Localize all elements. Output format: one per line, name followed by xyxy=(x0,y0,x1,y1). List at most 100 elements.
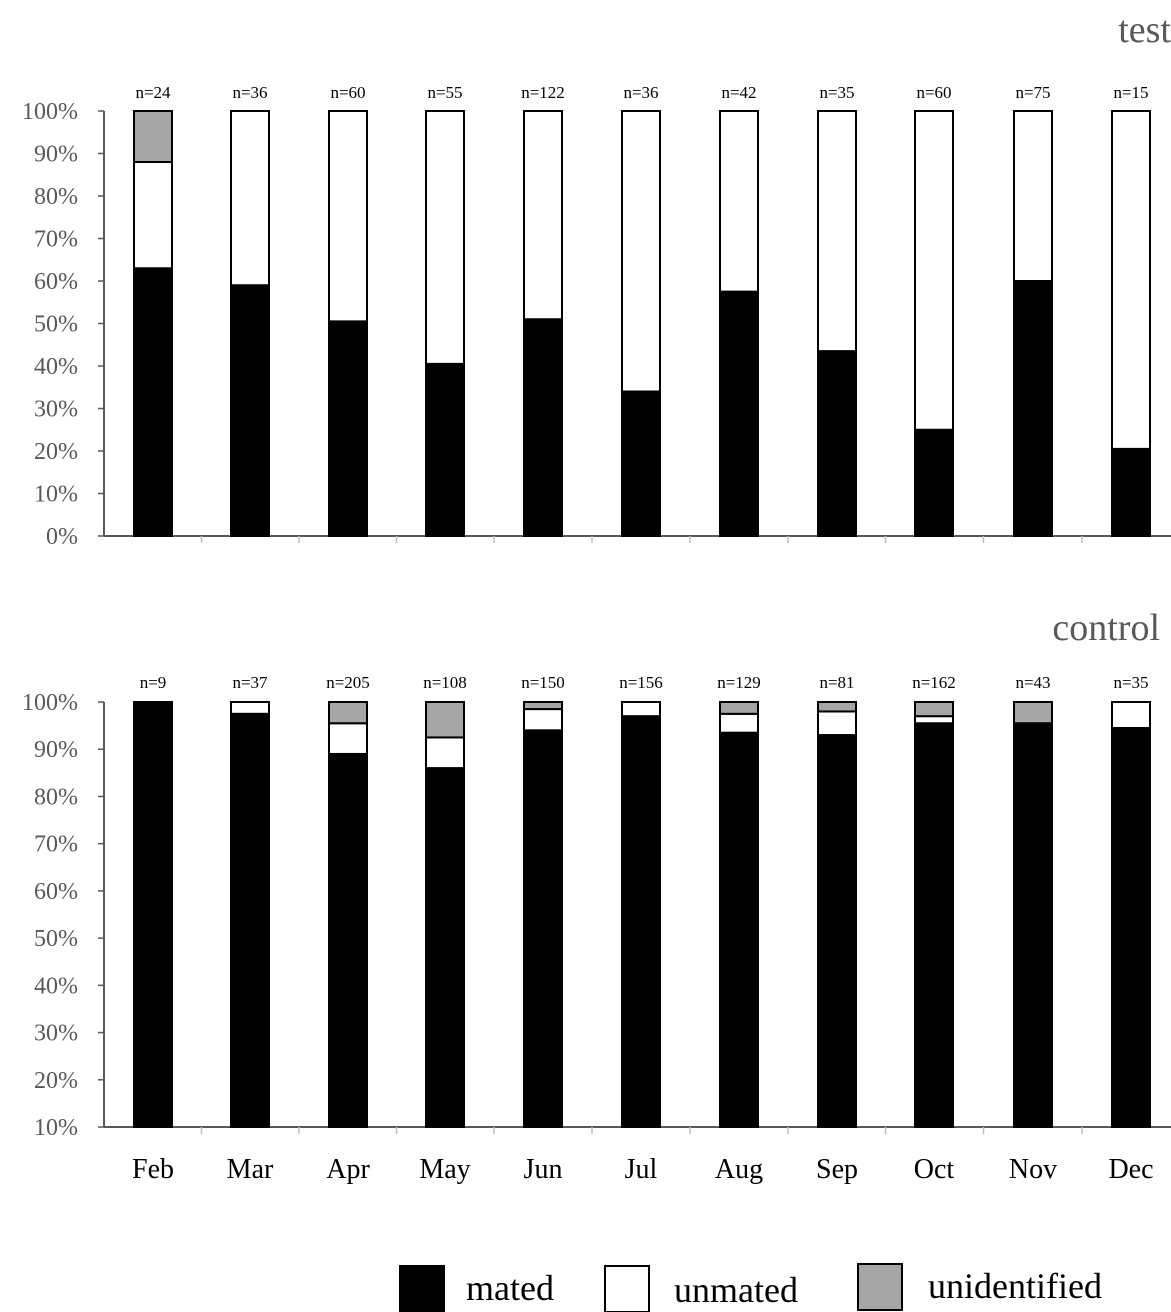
control-y-tick-label: 10% xyxy=(34,1115,78,1141)
test-y-tick-label: 70% xyxy=(34,227,78,253)
month-axis-labels: Feb Mar Apr May Jun Jul Aug Sep Oct Nov Dec xyxy=(132,1154,1154,1185)
control-count-label: n=129 xyxy=(717,673,761,692)
control-count-label: n=35 xyxy=(1113,673,1148,692)
month-label: Mar xyxy=(227,1154,274,1185)
control-count-label: n=108 xyxy=(423,673,467,692)
control-bar-unidentified xyxy=(914,701,954,718)
test-panel: 0% 10% 20% 30% 40% 50% 60% 70% 80% 90% 100% n=24 n=3… xyxy=(22,83,1171,550)
test-y-tick-label: 20% xyxy=(34,439,78,465)
control-bar-mated xyxy=(328,752,368,1128)
control-y-tick-label: 60% xyxy=(34,879,78,905)
control-bar-unidentified xyxy=(817,701,857,713)
control-count-label: n=43 xyxy=(1015,673,1050,692)
control-y-tick-label: 90% xyxy=(34,737,78,763)
control-bar-mated xyxy=(914,722,954,1128)
month-label: Aug xyxy=(715,1154,763,1185)
test-bar-unmated xyxy=(817,110,857,353)
control-bar-unmated xyxy=(523,708,563,732)
test-bar-mated xyxy=(230,284,270,537)
test-y-tick-label: 50% xyxy=(34,312,78,338)
control-bar-unmated xyxy=(817,710,857,737)
test-bar-unidentified xyxy=(133,110,173,163)
test-y-tick-label: 40% xyxy=(34,354,78,380)
control-bar-mated xyxy=(1111,726,1151,1128)
test-y-tick-label: 90% xyxy=(34,142,78,168)
test-bar-unmated xyxy=(719,110,759,293)
month-label: Jun xyxy=(524,1154,563,1185)
control-y-tick-label: 30% xyxy=(34,1021,78,1047)
test-count-label: n=75 xyxy=(1015,83,1050,102)
control-count-label: n=150 xyxy=(521,673,565,692)
test-bar-unmated xyxy=(230,110,270,287)
test-bar-mated xyxy=(621,390,661,537)
test-count-label: n=36 xyxy=(232,83,267,102)
test-bar-unmated xyxy=(1111,110,1151,450)
control-bar-unmated xyxy=(230,701,270,715)
test-count-label: n=15 xyxy=(1113,83,1148,102)
control-bar-mated xyxy=(1013,722,1053,1128)
control-panel-title: control xyxy=(1052,607,1160,649)
test-bar-mated xyxy=(719,290,759,537)
test-count-label: n=55 xyxy=(427,83,462,102)
test-count-label: n=122 xyxy=(521,83,565,102)
test-bar-mated xyxy=(425,362,465,537)
test-count-label: n=42 xyxy=(721,83,756,102)
month-label: Apr xyxy=(326,1154,370,1185)
test-y-tick-label: 80% xyxy=(34,184,78,210)
control-count-label: n=205 xyxy=(326,673,370,692)
control-bar-unmated xyxy=(1111,701,1151,729)
control-count-label: n=9 xyxy=(140,673,167,692)
legend-label-mated: mated xyxy=(466,1268,554,1308)
control-bar-unidentified xyxy=(1013,701,1053,725)
control-bar-mated xyxy=(133,701,173,1128)
control-bar-unidentified xyxy=(328,701,368,725)
control-bar-mated xyxy=(425,767,465,1128)
test-y-tick-label: 100% xyxy=(22,99,78,125)
legend: mated unmated unidentified xyxy=(399,1263,1102,1312)
control-bar-mated xyxy=(719,731,759,1128)
control-y-tick-label: 100% xyxy=(22,690,78,716)
control-bar-unidentified xyxy=(425,701,465,739)
test-bar-unmated xyxy=(1013,110,1053,282)
control-bar-mated xyxy=(621,715,661,1129)
test-bar-unmated xyxy=(425,110,465,365)
test-bar-unmated xyxy=(328,110,368,323)
control-count-label: n=162 xyxy=(912,673,956,692)
test-count-label: n=60 xyxy=(916,83,951,102)
test-bar-mated xyxy=(1013,280,1053,537)
test-bar-unmated xyxy=(133,161,173,270)
test-y-tick-label: 0% xyxy=(46,524,78,550)
control-y-tick-label: 80% xyxy=(34,784,78,810)
control-y-tick-label: 20% xyxy=(34,1068,78,1094)
control-bar-mated xyxy=(817,734,857,1128)
control-bar-unidentified xyxy=(523,701,563,711)
control-bar-unmated xyxy=(621,701,661,718)
control-bar-unmated xyxy=(328,722,368,755)
control-count-label: n=81 xyxy=(819,673,854,692)
legend-label-unidentified: unidentified xyxy=(928,1266,1102,1306)
test-bar-mated xyxy=(523,318,563,537)
month-label: Oct xyxy=(914,1154,955,1185)
test-y-tick-label: 30% xyxy=(34,397,78,423)
month-label: May xyxy=(419,1154,470,1185)
control-y-tick-label: 70% xyxy=(34,832,78,858)
test-bar-unmated xyxy=(523,110,563,321)
test-panel-title: test xyxy=(1118,9,1171,51)
control-count-label: n=156 xyxy=(619,673,663,692)
test-bar-unmated xyxy=(621,110,661,393)
month-label: Dec xyxy=(1108,1154,1153,1185)
test-bar-mated xyxy=(817,350,857,537)
test-bar-mated xyxy=(1111,447,1151,537)
control-count-label: n=37 xyxy=(232,673,268,692)
test-bar-mated xyxy=(133,267,173,537)
month-label: Feb xyxy=(132,1154,174,1185)
test-bar-unmated xyxy=(914,110,954,431)
month-label: Sep xyxy=(816,1154,858,1185)
control-bar-mated xyxy=(230,712,270,1128)
test-y-tick-label: 10% xyxy=(34,482,78,508)
control-y-tick-label: 50% xyxy=(34,926,78,952)
test-y-tick-label: 60% xyxy=(34,269,78,295)
test-count-label: n=35 xyxy=(819,83,854,102)
test-count-label: n=60 xyxy=(330,83,365,102)
